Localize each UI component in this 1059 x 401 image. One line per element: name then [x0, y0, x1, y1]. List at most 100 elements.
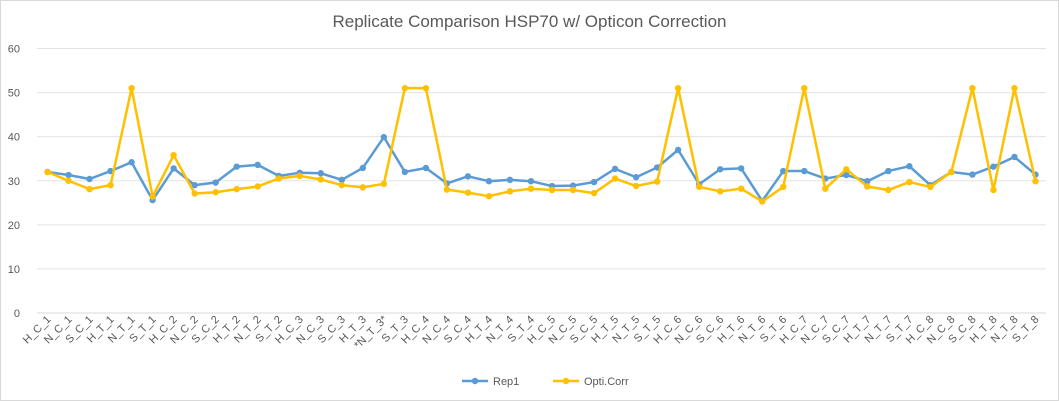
legend-marker: [471, 377, 479, 385]
data-point: [801, 84, 808, 92]
data-point: [107, 181, 114, 189]
data-point: [254, 161, 261, 169]
y-tick-label: 60: [8, 44, 20, 56]
data-point: [737, 165, 745, 172]
x-axis: H_C_1N_C_1S_C_1H_T_1N_T_1S_T_1H_C_2N_C_2…: [21, 313, 1042, 351]
y-tick-label: 40: [8, 132, 20, 144]
data-point: [590, 189, 598, 197]
series-1: [44, 84, 1039, 205]
data-point: [1011, 153, 1018, 161]
legend-item: Opti.Corr: [553, 376, 629, 388]
data-point: [254, 183, 261, 190]
data-point: [906, 163, 913, 170]
data-point: [885, 167, 892, 175]
data-point: [401, 84, 409, 92]
data-point: [590, 178, 598, 186]
data-point: [780, 183, 787, 191]
data-point: [401, 168, 409, 176]
data-point: [864, 183, 871, 190]
data-point: [527, 185, 535, 192]
data-point: [990, 163, 997, 170]
data-point: [906, 178, 913, 186]
legend-marker: [562, 377, 570, 385]
series-lines: [44, 84, 1039, 205]
data-point: [338, 176, 346, 184]
gridlines: [37, 48, 1046, 314]
data-point: [86, 175, 93, 183]
data-point: [65, 171, 72, 179]
data-point: [464, 189, 472, 196]
data-point: [212, 189, 219, 196]
data-point: [170, 165, 177, 172]
legend: Rep1 Opti.Corr: [462, 376, 629, 388]
data-point: [170, 151, 177, 159]
data-point: [86, 185, 93, 193]
data-point: [1011, 84, 1018, 92]
data-point: [338, 181, 346, 189]
legend-item: Rep1: [462, 376, 519, 388]
data-point: [191, 190, 198, 197]
data-point: [149, 193, 156, 200]
data-point: [716, 188, 724, 195]
data-point: [506, 188, 514, 195]
data-point: [611, 165, 619, 173]
data-point: [506, 176, 514, 184]
data-point: [317, 170, 324, 177]
data-point: [464, 173, 472, 180]
y-tick-label: 50: [8, 88, 20, 100]
data-point: [969, 171, 976, 178]
data-point: [485, 177, 493, 185]
data-point: [359, 164, 367, 172]
data-point: [759, 198, 766, 205]
y-tick-label: 20: [8, 220, 20, 232]
data-point: [695, 183, 703, 191]
y-tick-label: 0: [14, 308, 20, 320]
data-point: [716, 166, 724, 173]
y-tick-label: 10: [8, 264, 20, 276]
data-point: [843, 171, 850, 179]
data-point: [44, 168, 51, 176]
data-point: [296, 172, 303, 180]
data-point: [632, 182, 640, 190]
data-point: [569, 182, 577, 189]
data-point: [843, 166, 850, 173]
data-point: [233, 163, 240, 170]
legend-label: Opti.Corr: [584, 376, 629, 388]
data-point: [380, 133, 388, 141]
y-axis: 0 10 20 30 40 50 60: [8, 44, 20, 321]
data-point: [611, 175, 619, 182]
data-point: [422, 164, 430, 172]
data-point: [422, 84, 430, 92]
data-point: [780, 167, 787, 175]
data-point: [233, 185, 240, 193]
legend-label: Rep1: [493, 376, 519, 388]
data-point: [191, 181, 198, 189]
data-point: [443, 186, 451, 193]
data-point: [632, 174, 640, 181]
data-point: [927, 183, 934, 191]
data-point: [317, 176, 324, 183]
data-point: [653, 178, 661, 185]
data-point: [674, 146, 682, 154]
series-line: [47, 135, 1037, 203]
data-point: [212, 179, 219, 186]
data-point: [737, 185, 745, 192]
data-point: [948, 168, 955, 176]
data-point: [801, 167, 808, 175]
y-tick-label: 30: [8, 176, 20, 188]
data-point: [864, 177, 871, 185]
data-point: [527, 177, 535, 185]
data-point: [128, 159, 135, 166]
data-point: [885, 186, 892, 194]
data-point: [275, 175, 282, 182]
data-point: [65, 177, 72, 184]
data-point: [359, 184, 367, 191]
data-point: [380, 180, 388, 188]
chart-title: Replicate Comparison HSP70 w/ Opticon Co…: [332, 12, 727, 31]
data-point: [822, 185, 829, 192]
data-point: [674, 84, 682, 92]
data-point: [548, 186, 556, 194]
data-point: [990, 186, 997, 194]
